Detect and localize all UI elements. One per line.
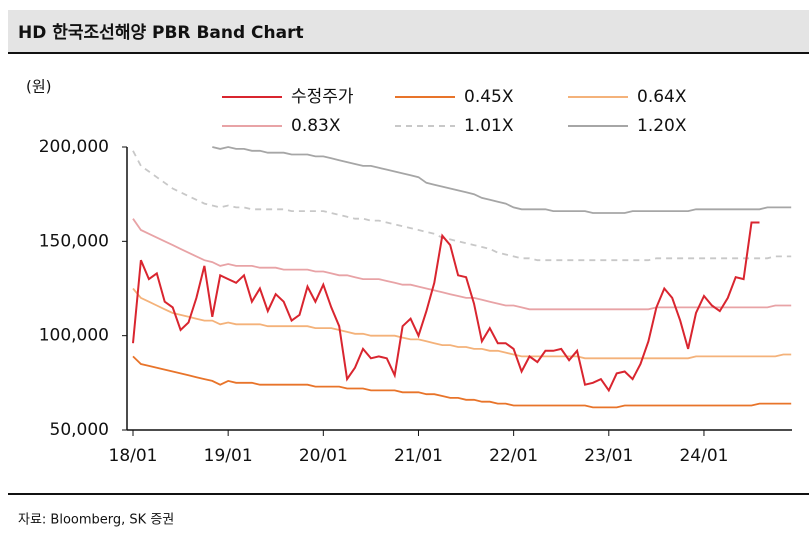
y-tick-label: 200,000 bbox=[39, 137, 109, 157]
y-tick-label: 50,000 bbox=[50, 420, 109, 440]
source: 자료: Bloomberg, SK 증권 bbox=[18, 513, 174, 528]
legend-label: 0.45X bbox=[464, 87, 514, 107]
series-line bbox=[132, 150, 792, 262]
x-tick-label: 19/01 bbox=[204, 446, 253, 466]
legend-label: 0.83X bbox=[291, 116, 341, 136]
y-tick-label: 100,000 bbox=[39, 326, 109, 346]
series-line bbox=[132, 218, 792, 311]
legend-label: 0.64X bbox=[637, 87, 687, 107]
header-band bbox=[8, 10, 809, 52]
x-tick-label: 22/01 bbox=[489, 446, 538, 466]
series-line bbox=[132, 221, 760, 393]
legend-label: 수정주가 bbox=[291, 87, 354, 107]
series-line bbox=[212, 146, 792, 214]
chart-title: HD 한국조선해양 PBR Band Chart bbox=[18, 23, 304, 43]
x-tick-label: 23/01 bbox=[584, 446, 633, 466]
x-tick-label: 24/01 bbox=[679, 446, 728, 466]
series-line bbox=[132, 287, 792, 360]
series-line bbox=[132, 355, 792, 409]
legend-label: 1.20X bbox=[637, 116, 687, 136]
y-unit: (원) bbox=[26, 78, 52, 96]
y-tick-label: 150,000 bbox=[39, 231, 109, 251]
x-tick-label: 21/01 bbox=[394, 446, 443, 466]
x-tick-label: 18/01 bbox=[109, 446, 158, 466]
legend-label: 1.01X bbox=[464, 116, 514, 136]
x-tick-label: 20/01 bbox=[299, 446, 348, 466]
